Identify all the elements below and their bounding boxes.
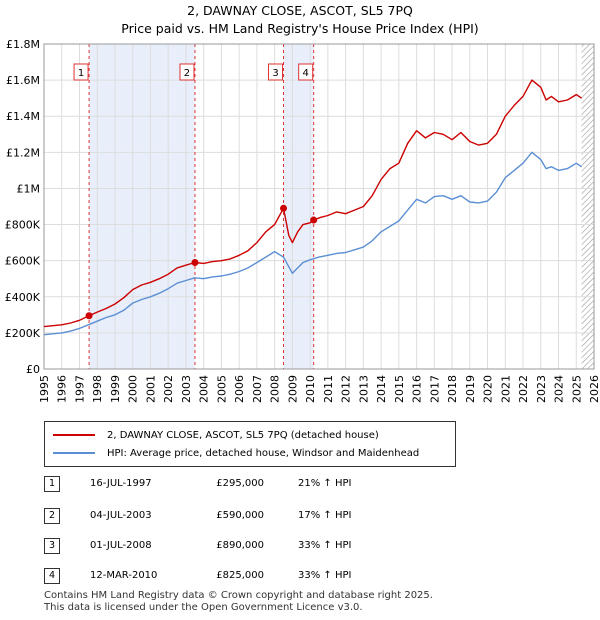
sale-point xyxy=(85,312,93,320)
chart-title: 2, DAWNAY CLOSE, ASCOT, SL5 7PQ xyxy=(187,3,413,18)
sale-label-text: 4 xyxy=(302,68,308,79)
x-tick-label: 1998 xyxy=(91,375,104,403)
transaction-price: £590,000 xyxy=(216,510,264,521)
ownership-shade xyxy=(283,44,314,369)
x-tick-label: 2020 xyxy=(482,375,495,403)
x-tick-label: 2016 xyxy=(411,375,424,403)
sale-label-box-border xyxy=(179,63,195,81)
transaction-hpi-change: 33% ↑ HPI xyxy=(298,540,352,551)
x-tick-label: 2012 xyxy=(340,375,353,403)
x-tick-label: 1995 xyxy=(38,375,51,403)
x-tick-label: 2009 xyxy=(286,375,299,403)
x-tick-label: 2002 xyxy=(162,375,175,403)
sale-label-box-border xyxy=(73,63,89,81)
transaction-number-badge: 2 xyxy=(44,508,60,524)
transaction-hpi-change: 21% ↑ HPI xyxy=(298,478,352,489)
transaction-number-badge: 3 xyxy=(44,538,60,554)
sale-label-text: 2 xyxy=(184,68,190,79)
transaction-hpi-change: 33% ↑ HPI xyxy=(298,570,352,581)
x-tick-label: 2014 xyxy=(375,375,388,403)
x-tick-label: 2001 xyxy=(144,375,157,403)
y-tick-label: £1.2M xyxy=(6,146,40,159)
x-tick-label: 2007 xyxy=(251,375,264,403)
x-tick-label: 2019 xyxy=(464,375,477,403)
transaction-date: 01-JUL-2008 xyxy=(90,540,152,551)
x-tick-label: 2010 xyxy=(304,375,317,403)
x-tick-label: 2022 xyxy=(517,375,530,403)
x-tick-label: 2015 xyxy=(393,375,406,403)
property-line-swatch xyxy=(53,434,95,436)
x-tick-label: 2008 xyxy=(269,375,282,403)
x-tick-label: 2013 xyxy=(357,375,370,403)
y-tick-label: £600K xyxy=(5,255,41,268)
legend-item-property: 2, DAWNAY CLOSE, ASCOT, SL5 7PQ (detache… xyxy=(53,428,379,442)
sale-point xyxy=(191,258,199,266)
transaction-date: 16-JUL-1997 xyxy=(90,478,152,489)
y-tick-label: £1.8M xyxy=(6,38,40,51)
x-tick-label: 2011 xyxy=(322,375,335,403)
sale-point xyxy=(310,216,318,224)
sale-label-box: 1 xyxy=(73,63,89,81)
ownership-shade xyxy=(89,44,195,369)
x-tick-label: 2024 xyxy=(553,375,566,403)
transaction-price: £890,000 xyxy=(216,540,264,551)
transaction-number-badge: 4 xyxy=(44,568,60,584)
y-tick-label: £0 xyxy=(26,363,40,376)
y-tick-label: £800K xyxy=(5,219,41,232)
transaction-date: 04-JUL-2003 xyxy=(90,510,152,521)
x-tick-label: 1999 xyxy=(109,375,122,403)
transaction-hpi-change: 17% ↑ HPI xyxy=(298,510,352,521)
legend-hpi-label: HPI: Average price, detached house, Wind… xyxy=(107,447,420,459)
sale-label-box-border xyxy=(298,63,314,81)
sale-point xyxy=(280,204,288,212)
sale-label-box-border xyxy=(268,63,284,81)
x-tick-label: 2018 xyxy=(446,375,459,403)
x-tick-label: 2025 xyxy=(570,375,583,403)
legend-item-hpi: HPI: Average price, detached house, Wind… xyxy=(53,446,419,460)
y-tick-label: £1.4M xyxy=(6,110,40,123)
x-tick-label: 2017 xyxy=(428,375,441,403)
footer-copyright: Contains HM Land Registry data © Crown c… xyxy=(44,590,433,601)
x-tick-label: 2006 xyxy=(233,375,246,403)
transaction-price: £295,000 xyxy=(216,478,264,489)
x-tick-label: 2003 xyxy=(180,375,193,403)
plot-frame xyxy=(43,43,595,370)
x-tick-label: 2005 xyxy=(215,375,228,403)
hpi-line-swatch xyxy=(53,452,95,454)
x-tick-label: 2026 xyxy=(588,375,600,403)
x-tick-label: 2023 xyxy=(535,375,548,403)
x-tick-label: 1997 xyxy=(73,375,86,403)
sale-label-text: 1 xyxy=(78,68,84,79)
forecast-hatch xyxy=(581,44,594,369)
legend-property-label: 2, DAWNAY CLOSE, ASCOT, SL5 7PQ (detache… xyxy=(107,429,379,441)
y-tick-label: £400K xyxy=(5,291,41,304)
sale-label-text: 3 xyxy=(272,68,278,79)
transaction-price: £825,000 xyxy=(216,570,264,581)
price-chart: 1 2 3 4 £0 £200K £400K £600K £800K £1M £1.2M £1.4M £… xyxy=(5,38,600,403)
sale-label-box: 2 xyxy=(179,63,195,81)
y-tick-label: £1.6M xyxy=(6,74,40,87)
x-tick-label: 2004 xyxy=(198,375,211,403)
y-tick-label: £1M xyxy=(17,182,41,195)
hpi-line xyxy=(43,151,582,336)
x-tick-label: 1996 xyxy=(56,375,69,403)
footer-licence: This data is licensed under the Open Gov… xyxy=(44,602,363,613)
x-tick-label: 2000 xyxy=(127,375,140,403)
transaction-date: 12-MAR-2010 xyxy=(90,570,158,581)
legend: 2, DAWNAY CLOSE, ASCOT, SL5 7PQ (detache… xyxy=(44,421,456,467)
transaction-number-badge: 1 xyxy=(44,476,60,492)
x-tick-label: 2021 xyxy=(499,375,512,403)
sale-label-box: 4 xyxy=(298,63,314,81)
chart-subtitle: Price paid vs. HM Land Registry's House … xyxy=(121,21,479,36)
sale-label-box: 3 xyxy=(268,63,284,81)
y-tick-label: £200K xyxy=(5,327,41,340)
